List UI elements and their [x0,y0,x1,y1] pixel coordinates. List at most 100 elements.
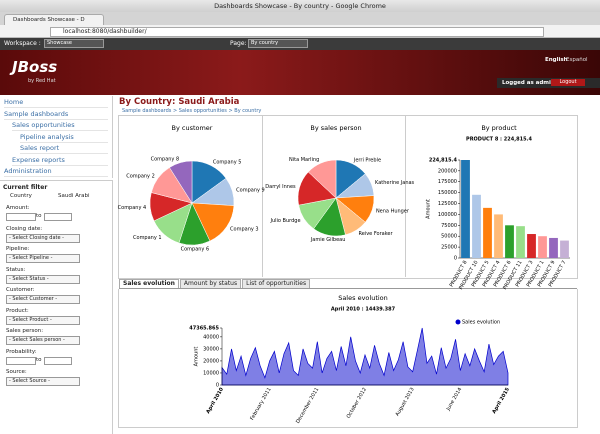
nav-item[interactable]: Sales opportunities [12,120,108,131]
user-bar [497,78,600,88]
filter-country-label: Country [10,193,32,199]
divider [405,115,406,277]
lang-es[interactable]: Español [566,57,588,63]
pie-label: Company 3 [230,226,259,232]
x-tick-label: April 2010 [205,386,225,415]
y-tick-label: 50000 [441,234,457,240]
filter-label: Status: [6,266,26,273]
filter-country: Saudi Arabi [58,193,90,199]
pie-label: Jamie Gilbeau [310,237,346,243]
x-tick-label: December 2011 [295,387,320,425]
logged-as: Logged as admin [502,80,555,86]
page-label: Page: [230,40,247,47]
tab-bar: Sales evolution Amount by status List of o… [119,279,577,289]
filter-to: to [36,356,42,363]
y-tick-label: 100000 [438,212,457,218]
filter-input[interactable] [44,356,72,365]
y-tick-label: 0 [454,256,457,262]
filter-input[interactable] [6,356,36,365]
nav-item[interactable]: Pipeline analysis [20,132,108,143]
y-tick-label: 40000 [203,334,219,340]
chart-title: Sales evolution [338,294,388,302]
x-tick-label: June 2014 [445,387,463,413]
url-field[interactable]: localhost:8080/dashbuilder/ [50,27,544,37]
y-tick-label: 30000 [203,346,219,352]
nav-item[interactable]: Expense reports [12,155,108,166]
tab[interactable]: Sales evolution [119,279,179,288]
y-tick-label: 25000 [441,245,457,251]
filter-label: Closing date: [6,225,43,232]
bar [527,234,536,258]
pie-label: Company 4 [118,205,147,211]
bar [483,207,492,258]
pie-label: Nita Marling [289,157,319,163]
bar [538,236,547,258]
tab[interactable]: List of opportunities [242,279,311,288]
window-title: Dashboards Showcase - By country - Googl… [0,0,600,12]
y-tick-label: 150000 [438,190,457,196]
nav-item[interactable]: Sample dashboards [4,109,108,120]
chart-subtitle: PRODUCT 8 : 224,815.4 [466,137,532,143]
filter-select[interactable]: - Select Pipeline - [6,254,80,263]
pie-label: Company 9 [236,188,265,194]
filter-select[interactable]: - Select Sales person - [6,336,80,345]
page-select[interactable]: By country [248,39,308,48]
y-axis-label: Amount [194,347,200,367]
filter-select[interactable]: - Select Status - [6,274,80,284]
charts-row [118,115,578,279]
lang-en[interactable]: English [545,57,568,63]
chart-title: By product [481,124,517,132]
filter-input[interactable] [44,213,72,221]
filter-label: Probability: [6,348,37,355]
y-tick-label: 200000 [438,168,457,174]
legend-swatch [455,319,461,325]
workspace-label: Workspace : [4,40,41,47]
nav-item[interactable]: Administration [4,166,108,177]
bar [472,194,481,258]
pie-label: Julio Burdge [269,218,300,224]
bar [549,237,558,258]
filter-to: to [36,213,42,219]
x-tick-label: August 2013 [395,387,416,418]
evolution-panel [118,289,578,428]
pie-label: Company 8 [151,156,180,162]
nav-item[interactable]: Sales report [20,143,108,154]
pie-label: Reive Foraker [359,231,394,237]
y-tick-label: 0 [216,383,219,389]
divider [262,115,263,277]
filter-select[interactable]: - Select Product - [6,315,80,325]
tab-strip [0,12,600,25]
pie-label: Company 2 [126,173,155,179]
y-tick-label: 125000 [438,201,457,207]
bar [516,226,525,258]
filter-label: Amount: [6,205,30,211]
filter-input[interactable] [6,213,36,221]
area [221,327,509,386]
bar [560,240,569,258]
nav-item[interactable]: Home [4,97,108,108]
tab[interactable]: Amount by status [179,279,242,288]
y-tick-label: 75000 [441,223,457,229]
logo-sub: by Red Hat [28,78,56,84]
browser-tab[interactable]: Dashboards Showcase - D [4,14,104,25]
pie-label: Katherine Janas [375,180,415,186]
logout-button[interactable]: Logout [551,79,585,86]
filter-select[interactable]: - Select Source - [6,377,80,386]
filter-select[interactable]: - Select Closing date - [6,233,80,243]
y-tick-label: 47365.865 [189,326,219,332]
pie-label: Nena Hunger [376,208,410,214]
filter-select[interactable]: - Select Customer - [6,295,80,304]
legend-label: Sales evolution [462,320,500,326]
filter-label: Pipeline: [6,246,30,252]
workspace-select[interactable]: Showcase [44,39,104,48]
y-axis-label: Amount [426,199,432,219]
bar [494,214,503,258]
bar [461,160,470,258]
x-tick-label: February 2011 [249,387,272,422]
pie-label: Company 5 [213,160,242,166]
y-tick-label: 10000 [203,370,219,376]
filter-label: Source: [6,369,27,375]
